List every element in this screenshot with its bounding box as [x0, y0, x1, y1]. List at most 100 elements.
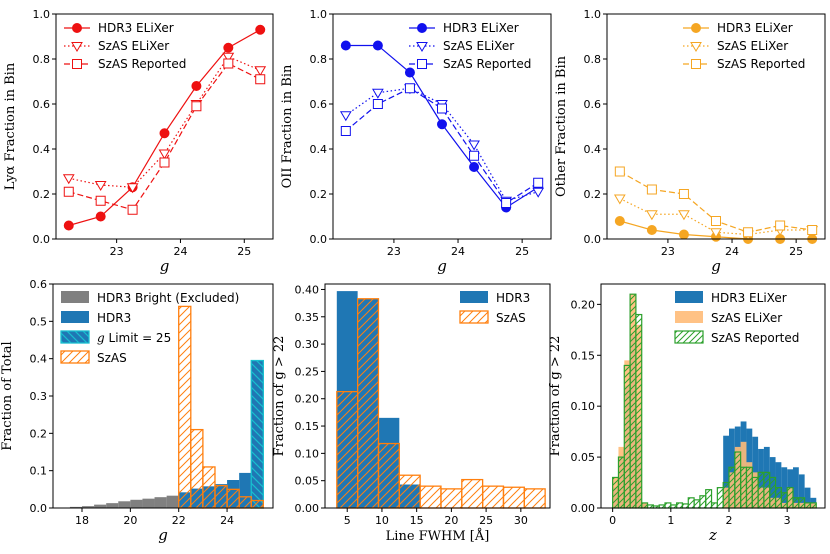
axes-frame: [600, 283, 826, 509]
data-point-circle: [372, 40, 383, 51]
histogram-bar: [745, 466, 753, 509]
y-axis-label: Other Fraction in Bin: [554, 55, 569, 197]
data-point-square: [63, 186, 74, 197]
y-tick-label: 0.4: [30, 353, 48, 366]
histogram-bar: [612, 476, 620, 509]
histogram-bar: [377, 442, 400, 509]
histogram-bar: [419, 485, 442, 509]
x-tick-label: 2: [726, 514, 733, 527]
y-axis-label: Fraction of g > 22: [272, 336, 287, 457]
data-point-circle: [340, 40, 351, 51]
histogram-bar: [166, 495, 179, 508]
series-szas: [178, 305, 264, 509]
data-point-triangle: [71, 42, 83, 52]
x-tick-label: 23: [387, 245, 401, 258]
histogram-bar: [226, 488, 240, 509]
histogram-bar: [190, 428, 204, 509]
legend-ghist: HDR3 Bright (Excluded) HDR3 g Limit = 25 Sz…: [60, 291, 239, 365]
data-point-square: [775, 220, 786, 231]
histogram-bar: [106, 503, 119, 508]
legend-zhist: HDR3 ELiXer SzAS ELiXer SzAS Reported: [674, 291, 799, 345]
plot-other: [613, 166, 819, 244]
histogram-bar: [687, 497, 695, 509]
legend-label: g Limit = 25: [97, 331, 171, 345]
legend-swatch: [674, 330, 704, 344]
data-point-circle: [191, 81, 202, 91]
histogram-bar: [781, 467, 788, 508]
data-point-triangle: [62, 174, 75, 185]
y-tick-label: 1.0: [310, 8, 328, 21]
x-tick-label: 24: [220, 514, 234, 527]
data-point-square: [469, 150, 480, 161]
data-point-square: [72, 59, 82, 69]
data-point-square: [95, 195, 106, 206]
histogram-bar: [699, 495, 707, 509]
data-point-square: [404, 83, 415, 94]
y-tick-label: 0.05: [295, 475, 320, 488]
histogram-bar: [757, 471, 765, 509]
data-point-square: [646, 184, 657, 195]
histogram-bar: [440, 488, 463, 509]
legend-swatch: [460, 291, 488, 303]
histogram-bar: [793, 467, 799, 508]
data-point-square: [417, 59, 427, 69]
y-tick-label: 0.2: [310, 188, 328, 201]
histogram-bar: [809, 502, 817, 509]
histogram-bar: [481, 485, 505, 509]
legend-label: SzAS ELiXer: [717, 39, 788, 53]
histogram-bar: [154, 497, 167, 508]
x-tick-label: 15: [410, 514, 424, 527]
legend-oii: HDR3 ELiXer SzAS ELiXer SzAS Reported: [409, 21, 531, 71]
histogram-bar: [178, 305, 192, 509]
y-tick-label: 0.40: [295, 283, 320, 296]
data-point-circle: [255, 24, 266, 35]
series-szas-reported: [340, 83, 544, 208]
data-point-triangle: [126, 183, 139, 194]
histogram-bar: [740, 466, 748, 509]
x-tick-label: 10: [375, 514, 389, 527]
histogram-bar: [780, 492, 788, 509]
data-point-square: [501, 198, 512, 208]
x-tick-label: 22: [172, 514, 186, 527]
axes-other: 23 24 25 0.0 0.2 0.4 0.6 0.8 1.0 g Other Fraction …: [554, 8, 826, 275]
data-point-circle: [678, 229, 689, 240]
legend-label: SzAS ELiXer: [98, 39, 169, 53]
histogram-bar: [617, 456, 625, 509]
histogram-bar: [94, 504, 107, 508]
data-point-circle: [72, 23, 82, 33]
legend-label: SzAS Reported: [98, 57, 186, 71]
x-tick-label: 0: [609, 514, 616, 527]
data-point-circle: [404, 67, 415, 78]
y-tick-label: 0.00: [571, 502, 596, 515]
legend-label: SzAS Reported: [711, 331, 799, 345]
y-tick-label: 0.25: [295, 365, 320, 378]
legend-label: HDR3: [97, 311, 131, 325]
plot-oii: [339, 40, 545, 213]
series-szas-elixer: [62, 52, 267, 194]
legend-swatch: [675, 291, 703, 303]
legend-label: SzAS ELiXer: [711, 311, 782, 325]
histogram-bar: [693, 499, 701, 509]
series-hdr3-bright-excluded-: [57, 495, 179, 508]
x-tick-label: 25: [515, 245, 529, 258]
y-tick-label: 0.30: [295, 338, 320, 351]
y-tick-label: 0.0: [310, 233, 328, 246]
plot-ghist: [57, 305, 264, 509]
y-tick-label: 0.00: [295, 502, 320, 515]
y-tick-label: 0.4: [584, 143, 602, 156]
x-tick-label: 25: [479, 514, 493, 527]
data-point-triangle: [372, 88, 384, 99]
histogram-bar: [82, 506, 95, 508]
histogram-bar: [641, 502, 649, 509]
legend-label: HDR3 ELiXer: [711, 291, 787, 305]
y-tick-label: 0.2: [584, 188, 602, 201]
legend-label: HDR3 ELiXer: [98, 21, 174, 35]
y-tick-label: 0.15: [571, 349, 596, 362]
axes-ghist: 18 20 22 24 0.0 0.1 0.2 0.3 0.4 0.5 0.6 g Fraction o…: [0, 278, 274, 544]
x-tick-label: 3: [784, 514, 791, 527]
histogram-bar: [398, 474, 421, 509]
data-point-square: [743, 227, 754, 238]
legend-label: SzAS: [496, 311, 526, 325]
histogram-bar: [635, 313, 643, 509]
